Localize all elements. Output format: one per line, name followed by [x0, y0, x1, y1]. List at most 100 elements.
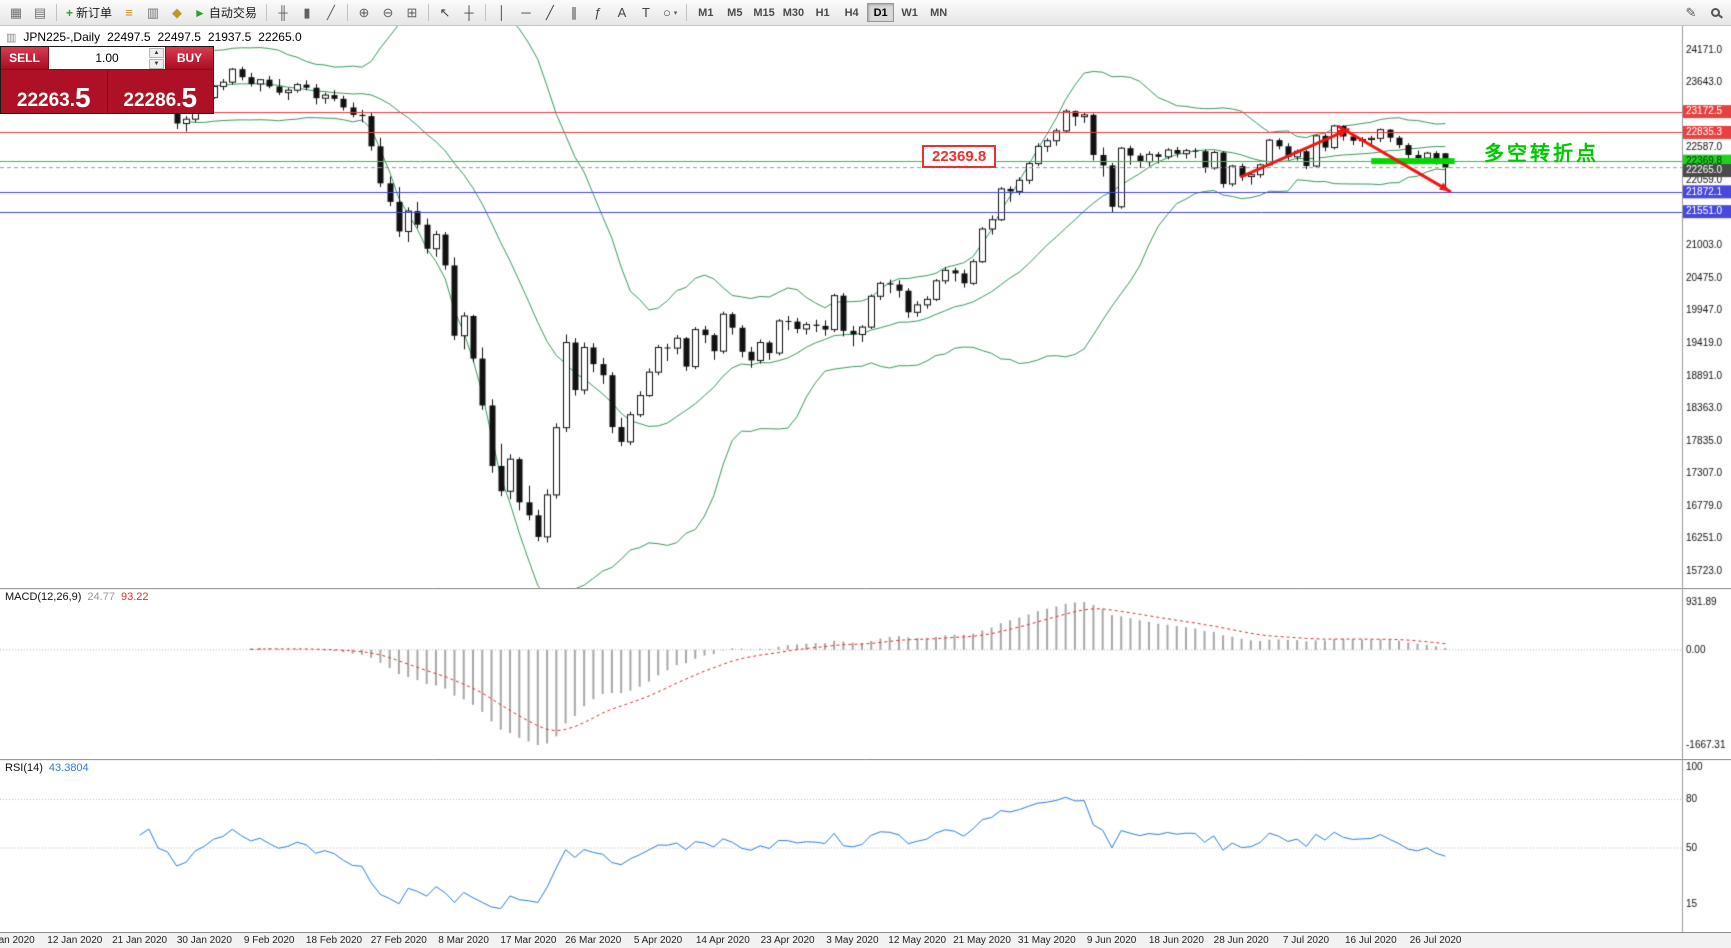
- time-axis-label: 28 Jun 2020: [1213, 935, 1269, 946]
- time-axis-label: 31 May 2020: [1017, 935, 1076, 946]
- data-window-icon[interactable]: ▥: [142, 2, 164, 23]
- ohlc-low: 21937.5: [207, 30, 252, 44]
- sell-button[interactable]: SELL: [1, 47, 49, 69]
- shapes-ic: ○: [662, 5, 671, 20]
- horizontal-line-icon: ─: [521, 5, 531, 20]
- fibonacci-icon: ƒ: [594, 5, 602, 20]
- toolbar-separator: [346, 4, 348, 21]
- market-watch-icon: ≡: [125, 5, 133, 20]
- profiles-icon: ▤: [33, 4, 47, 20]
- macd-panel-canvas[interactable]: [0, 588, 1731, 759]
- channel-icon: ∥: [570, 4, 578, 20]
- tile-windows-icon: ⊞: [406, 4, 418, 20]
- line-chart-type-icon[interactable]: ╱: [320, 2, 342, 23]
- volume-field[interactable]: 1.00 ▲ ▼: [49, 47, 165, 69]
- time-axis-label: 1 Jan 2020: [0, 935, 35, 946]
- rsi-indicator-label: RSI(14) 43.3804: [5, 762, 89, 774]
- trendline-icon[interactable]: ╱: [539, 2, 561, 23]
- play-icon: ►: [194, 5, 206, 20]
- vertical-line-icon: │: [497, 5, 506, 20]
- ohlc-close: 22265.0: [258, 30, 302, 44]
- crosshair-icon[interactable]: ┼: [458, 2, 480, 23]
- macd-name: MACD(12,26,9): [5, 591, 82, 603]
- vertical-line-icon[interactable]: │: [491, 2, 513, 23]
- trendline-icon: ╱: [546, 4, 554, 20]
- timeframe-w1[interactable]: W1: [901, 6, 918, 19]
- text-label-icon[interactable]: T: [635, 2, 657, 23]
- timeframe-mn[interactable]: MN: [930, 6, 948, 19]
- edit-icon[interactable]: ✎: [1680, 2, 1702, 23]
- market-watch-icon[interactable]: ≡: [118, 2, 140, 23]
- buy-price-display[interactable]: 22286. 5: [107, 70, 213, 113]
- volume-down-button[interactable]: ▼: [149, 59, 164, 69]
- cursor-icon[interactable]: ↖: [434, 2, 456, 23]
- navigator-icon[interactable]: ◆: [166, 2, 188, 23]
- time-axis[interactable]: 1 Jan 2020 12 Jan 2020 21 Jan 2020 30 Jan 2…: [0, 932, 1731, 948]
- cursor-icon: ↖: [439, 4, 451, 20]
- text-icon: A: [617, 5, 627, 20]
- macd-value: 24.77: [87, 591, 115, 603]
- buy-button[interactable]: BUY: [165, 47, 213, 69]
- rsi-panel-canvas[interactable]: [0, 759, 1731, 932]
- panel-splitter[interactable]: [0, 758, 1731, 761]
- sell-price-main: 22263.: [16, 90, 76, 111]
- channel-icon[interactable]: ∥: [563, 2, 585, 23]
- volume-up-button[interactable]: ▲: [149, 48, 164, 58]
- sell-price-big-digit: 5: [75, 82, 91, 114]
- line-chart-type-icon: ╱: [327, 4, 335, 20]
- navigator-icon: ◆: [172, 4, 183, 20]
- timeframe-m15[interactable]: M15: [753, 6, 775, 19]
- text-icon[interactable]: A: [611, 2, 633, 23]
- fibonacci-icon[interactable]: ƒ: [587, 2, 609, 23]
- time-axis-label: 9 Feb 2020: [243, 935, 295, 946]
- data-window-icon: ▥: [146, 4, 160, 20]
- new-chart-icon[interactable]: ▦: [5, 2, 27, 23]
- new-order-button[interactable]: + 新订单: [62, 2, 116, 23]
- toolbar: ▦ ▤ + 新订单 ≡ ▥ ◆ ► 自动交易 ╫ ▮ ╱ ⊕ ⊖ ⊞ ↖ ┼ │ ─ ╱ ∥ ƒ A T ○ ▾ M1 M5 M15 M3…: [0, 0, 1731, 26]
- shapes-ic[interactable]: ○ ▾: [659, 2, 681, 23]
- candlestick-type-icon: ▮: [303, 4, 311, 20]
- time-axis-label: 27 Feb 2020: [370, 935, 427, 946]
- symbol-title: JPN225-,Daily: [23, 30, 101, 44]
- profiles-icon[interactable]: ▤: [29, 2, 51, 23]
- time-axis-label: 12 Jan 2020: [47, 935, 103, 946]
- autotrade-button[interactable]: ► 自动交易: [190, 2, 261, 23]
- timeframe-d1[interactable]: D1: [867, 3, 895, 22]
- symbol-ohlc-info: ▥ JPN225-,Daily 22497.5 22497.5 21937.5 …: [6, 30, 302, 44]
- magnifier-glyph: [1710, 8, 1720, 17]
- macd-signal-value: 93.22: [120, 591, 149, 603]
- sell-price-display[interactable]: 22263. 5: [1, 70, 108, 113]
- dropdown-arrow-icon: ▾: [673, 9, 678, 17]
- turning-point-label[interactable]: 多空转折点: [1484, 143, 1599, 165]
- timeframe-h1[interactable]: H1: [815, 6, 830, 19]
- time-axis-label: 9 Jun 2020: [1086, 935, 1137, 946]
- search-icon[interactable]: [1704, 2, 1726, 23]
- time-axis-label: 18 Jun 2020: [1148, 935, 1204, 946]
- price-annotation-box[interactable]: 22369.8: [922, 145, 997, 168]
- ohlc-high: 22497.5: [157, 30, 201, 44]
- buy-price-main: 22286.: [123, 90, 182, 111]
- ohlc-open: 22497.5: [107, 30, 151, 44]
- bar-chart-type-icon: ╫: [278, 5, 288, 20]
- toolbar-separator: [484, 4, 486, 21]
- timeframe-m30[interactable]: M30: [782, 6, 805, 19]
- bar-chart-type-icon[interactable]: ╫: [272, 2, 294, 23]
- panel-splitter[interactable]: [0, 587, 1731, 590]
- zoom-in-icon: ⊕: [358, 4, 370, 20]
- zoom-in-icon[interactable]: ⊕: [353, 2, 375, 23]
- tile-windows-icon[interactable]: ⊞: [401, 2, 423, 23]
- price-chart-canvas[interactable]: [0, 26, 1731, 588]
- text-label-icon: T: [641, 5, 650, 20]
- candlestick-type-icon[interactable]: ▮: [296, 2, 318, 23]
- horizontal-line-icon[interactable]: ─: [515, 2, 537, 23]
- timeframe-m1[interactable]: M1: [698, 6, 714, 19]
- time-axis-label: 26 Jul 2020: [1409, 935, 1462, 946]
- time-axis-label: 30 Jan 2020: [176, 935, 232, 946]
- time-axis-label: 16 Jul 2020: [1344, 935, 1397, 946]
- timeframe-m5[interactable]: M5: [727, 6, 743, 19]
- toolbar-separator: [56, 4, 57, 21]
- time-axis-label: 14 Apr 2020: [695, 935, 750, 946]
- zoom-out-icon[interactable]: ⊖: [377, 2, 399, 23]
- timeframe-h4[interactable]: H4: [844, 6, 859, 19]
- chart-icon: ▥: [6, 31, 17, 44]
